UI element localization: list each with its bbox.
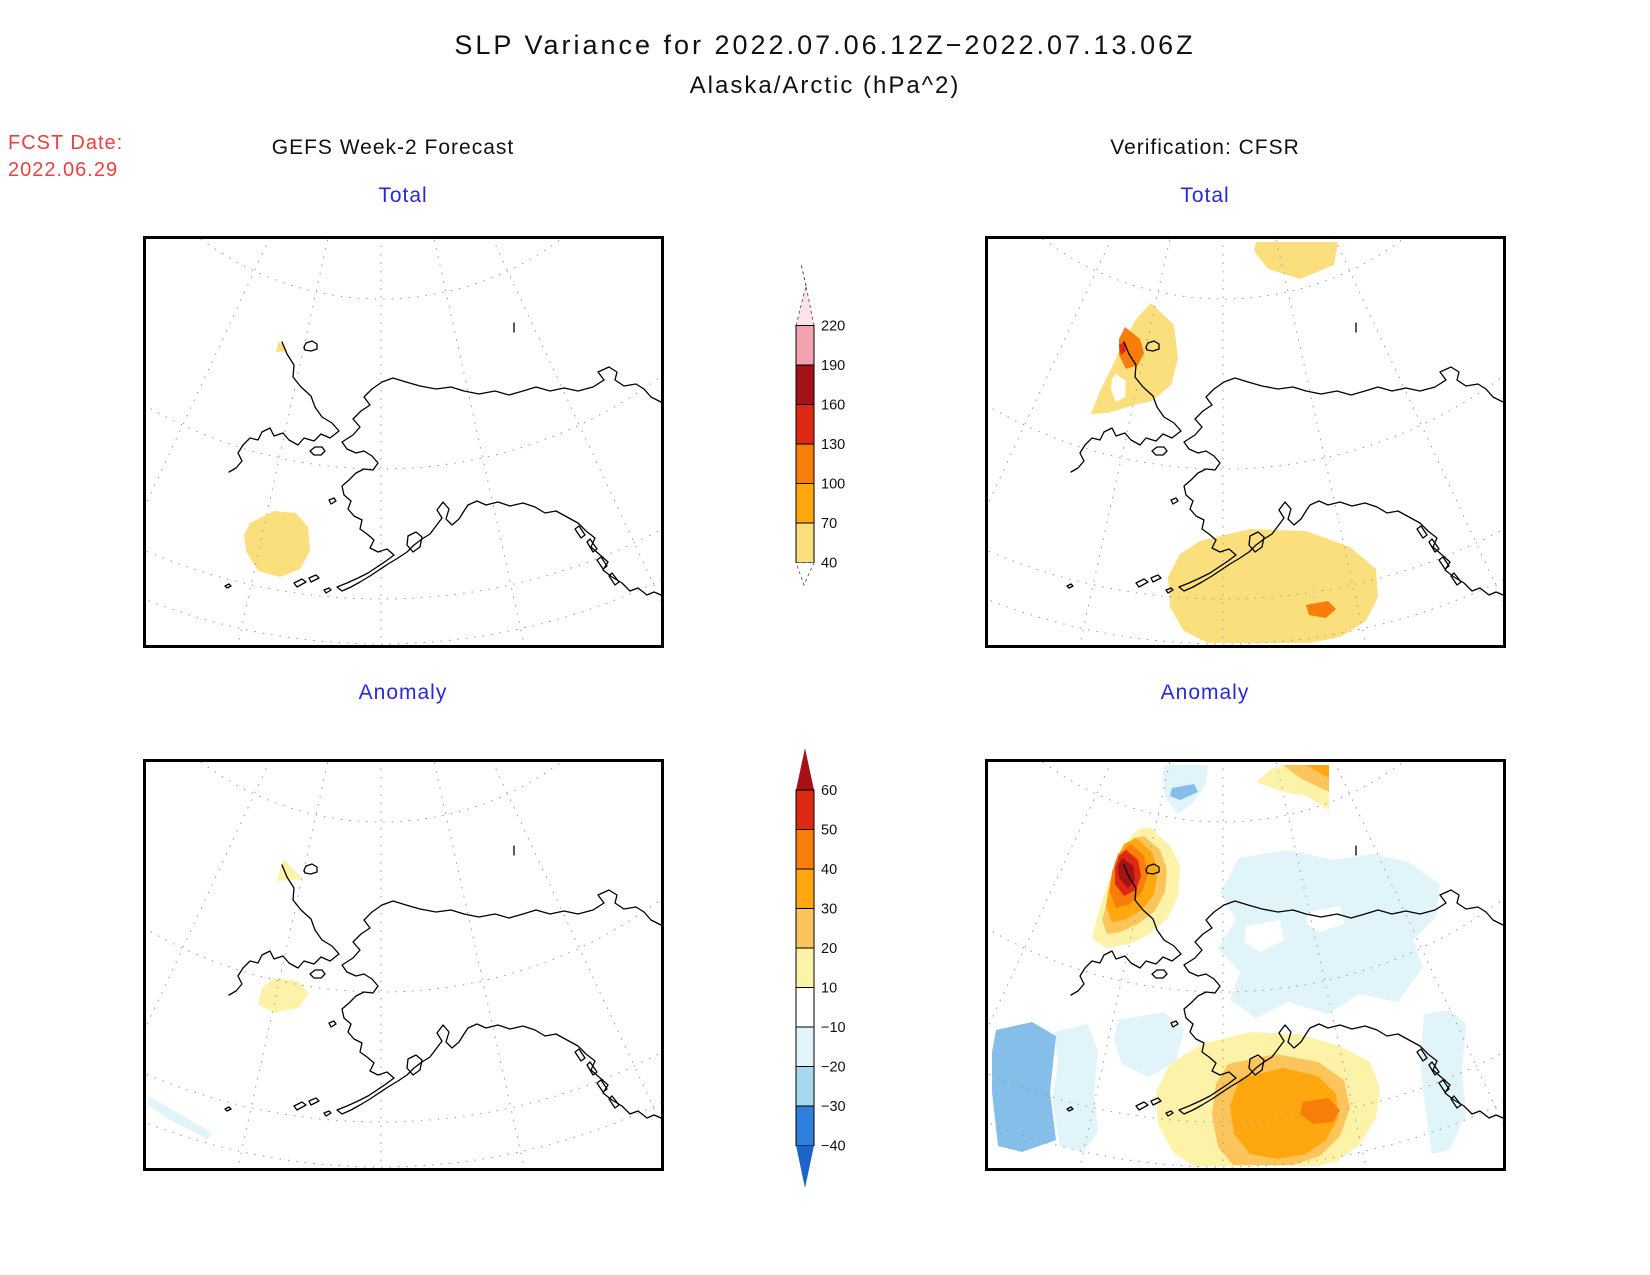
shaded-region-group xyxy=(1119,327,1336,618)
forecast-date-value: 2022.06.29 xyxy=(8,159,119,181)
shaded-region xyxy=(1283,765,1329,792)
colorbar-segment xyxy=(795,868,815,909)
shaded-region-group xyxy=(1052,765,1466,1154)
colorbar-tick-label: 40 xyxy=(821,862,837,878)
colorbar-segment xyxy=(795,443,815,484)
caption-cfsr-total: Total xyxy=(1180,184,1230,207)
shaded-region xyxy=(1230,1068,1338,1159)
map-panel-gefs-anomaly xyxy=(0,0,1027,1226)
forecast-date-label: FCST Date: xyxy=(8,132,124,154)
colorbar-tick-label: −30 xyxy=(821,1099,846,1115)
colorbar-tick-label: −20 xyxy=(821,1060,846,1076)
shaded-region-group xyxy=(148,1096,212,1139)
forecast-date-block: FCST Date: 2022.06.29 xyxy=(8,130,123,184)
colorbar-segment xyxy=(795,1066,815,1107)
colorbar-segment xyxy=(795,829,815,870)
map-panel-cfsr-anomaly xyxy=(577,0,1650,1226)
contour-hole xyxy=(1306,906,1344,932)
shaded-region xyxy=(1300,1098,1340,1124)
colorbar-segment xyxy=(795,1026,815,1067)
colorbar-total: 220 190 160 130 100 70 40 xyxy=(795,263,845,587)
colorbar-tip xyxy=(795,285,815,326)
page-title: SLP Variance for 2022.07.06.12Z−2022.07.… xyxy=(454,30,1196,60)
shaded-region-group xyxy=(992,784,1198,1152)
colorbar-tick-label: −40 xyxy=(821,1139,846,1155)
map-panel-gefs-total xyxy=(0,0,1027,703)
colorbar-segment xyxy=(795,789,815,830)
colorbar-tip-top xyxy=(796,748,814,790)
column-header-verification: Verification: CFSR xyxy=(1110,136,1300,159)
colorbar-tick-label: 50 xyxy=(821,823,837,839)
shaded-region xyxy=(1119,342,1126,355)
caption-cfsr-anomaly: Anomaly xyxy=(1160,681,1250,704)
colorbar-tick-label: 100 xyxy=(821,477,845,493)
colorbar-anomaly: 60 50 40 30 20 10 −10 −20 −30 −40 xyxy=(795,748,846,1188)
colorbar-segment xyxy=(795,522,815,563)
colorbar-segment xyxy=(795,947,815,988)
colorbar-tick-label: 60 xyxy=(821,783,837,799)
colorbar-segment xyxy=(795,364,815,405)
colorbar-tick-label: 190 xyxy=(821,358,845,374)
colorbar-segment xyxy=(795,987,815,1028)
colorbar-tick-label: 130 xyxy=(821,437,845,453)
caption-gefs-total: Total xyxy=(378,184,428,207)
colorbar-tick-label: −10 xyxy=(821,1020,846,1036)
colorbar-tip-bottom xyxy=(796,1145,814,1188)
column-header-forecast: GEFS Week-2 Forecast xyxy=(271,136,515,159)
caption-gefs-anomaly: Anomaly xyxy=(358,681,448,704)
colorbar-segment xyxy=(795,483,815,524)
colorbar-tick-label: 30 xyxy=(821,902,837,918)
colorbar-tick-label: 40 xyxy=(821,556,837,572)
colorbar-segment xyxy=(795,404,815,445)
colorbar-tick-label: 220 xyxy=(821,319,845,335)
colorbar-tick-label: 20 xyxy=(821,941,837,957)
page-subtitle: Alaska/Arctic (hPa^2) xyxy=(689,72,961,99)
contour-hole xyxy=(1111,374,1126,402)
colorbar-tail xyxy=(795,562,815,587)
colorbar-segment xyxy=(795,325,815,366)
colorbar-tick-label: 160 xyxy=(821,398,845,414)
colorbar-segment xyxy=(795,908,815,949)
shaded-region-group xyxy=(1091,242,1378,643)
shaded-region xyxy=(1306,765,1329,778)
colorbar-tick-label: 70 xyxy=(821,516,837,532)
contour-hole xyxy=(1244,920,1284,952)
shaded-region-group xyxy=(244,341,310,577)
colorbar-tick-label: 10 xyxy=(821,981,837,997)
colorbar-segment xyxy=(795,1105,815,1146)
colorbar-tip-guide xyxy=(800,263,807,287)
map-panel-cfsr-total xyxy=(577,0,1650,703)
shaded-region-group xyxy=(258,859,309,1013)
